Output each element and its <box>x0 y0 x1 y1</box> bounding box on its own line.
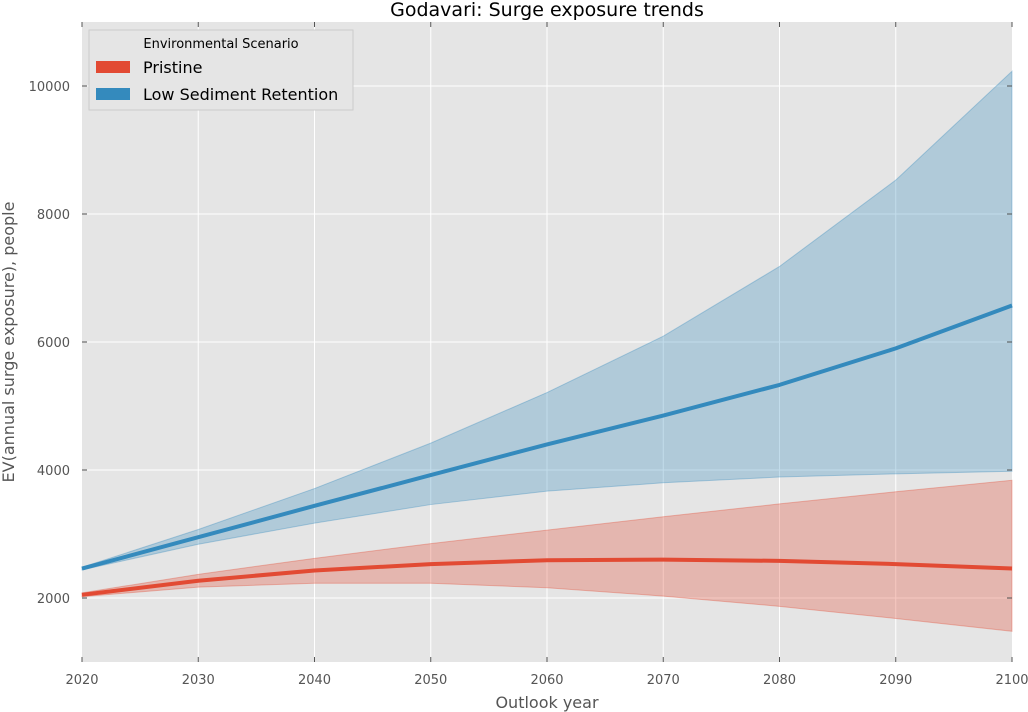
legend-box <box>88 29 354 111</box>
y-tick-labels: 2000 4000 6000 8000 10000 <box>29 80 70 607</box>
low-sediment-retention-line <box>81 303 1013 571</box>
legend: Environmental Scenario Pristine Low Sedim… <box>88 29 354 111</box>
low-sediment-retention-band <box>81 70 1013 571</box>
x-tick-label: 2080 <box>763 673 796 688</box>
low-sediment-retention-legend-label: Low Sediment Retention <box>143 85 338 104</box>
pristine-legend-label: Pristine <box>143 58 202 77</box>
x-tick-label: 2020 <box>65 673 98 688</box>
y-tick-label: 4000 <box>37 464 70 479</box>
y-tick-label: 6000 <box>37 336 70 351</box>
x-tick-labels: 2020 2030 2040 2050 2060 2070 2080 2090 2100 <box>65 673 1028 688</box>
x-tick-label: 2060 <box>530 673 563 688</box>
grid-lines <box>82 22 1012 662</box>
x-tick-label: 2050 <box>414 673 447 688</box>
low-sediment-retention-legend-swatch <box>96 88 130 100</box>
y-tick-label: 10000 <box>29 80 70 95</box>
series-lines <box>81 303 1013 597</box>
x-tick-label: 2090 <box>879 673 912 688</box>
y-axis-label: EV(annual surge exposure), people <box>0 202 18 483</box>
axis-ticks <box>81 22 1013 662</box>
y-tick-label: 8000 <box>37 208 70 223</box>
pristine-band <box>81 479 1013 632</box>
pristine-legend-swatch <box>96 61 130 73</box>
chart-title: Godavari: Surge exposure trends <box>390 0 704 21</box>
x-tick-label: 2040 <box>298 673 331 688</box>
pristine-line <box>81 557 1013 597</box>
x-tick-label: 2100 <box>995 673 1028 688</box>
y-tick-label: 2000 <box>37 592 70 607</box>
x-tick-label: 2070 <box>647 673 680 688</box>
x-axis-label: Outlook year <box>495 693 599 712</box>
legend-entries: Pristine Low Sediment Retention <box>96 58 338 104</box>
x-tick-label: 2030 <box>182 673 215 688</box>
uncertainty-bands <box>81 70 1013 632</box>
legend-title: Environmental Scenario <box>143 37 298 52</box>
